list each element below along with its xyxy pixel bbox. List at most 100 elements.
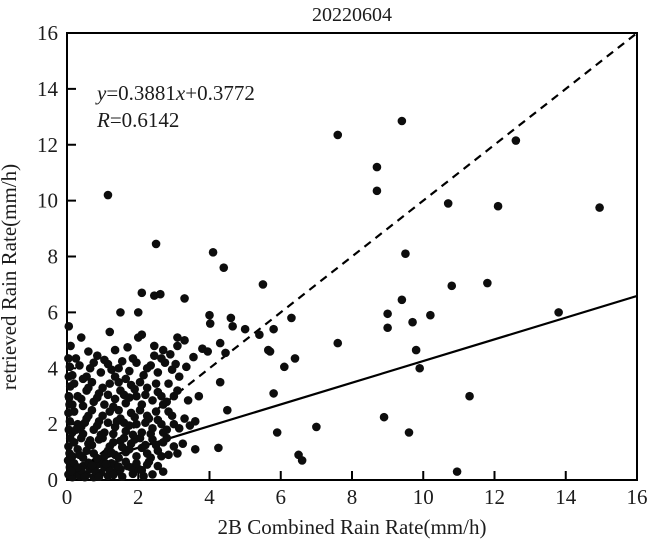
data-point <box>408 317 417 327</box>
data-point <box>372 186 382 196</box>
data-point <box>114 363 123 373</box>
data-point <box>109 402 118 412</box>
data-point <box>117 356 127 366</box>
data-point <box>372 162 382 172</box>
x-tick-label: 14 <box>555 485 577 509</box>
data-point <box>78 401 88 411</box>
one-to-one-line <box>66 32 638 481</box>
data-point <box>92 351 102 360</box>
data-point <box>85 363 95 373</box>
data-point <box>333 338 343 348</box>
chart-title: 20220604 <box>312 4 392 26</box>
data-point <box>146 453 156 462</box>
data-point <box>287 313 296 323</box>
data-point <box>255 330 264 340</box>
data-point <box>290 354 300 363</box>
data-point <box>110 394 120 404</box>
x-tick-label: 16 <box>627 485 648 509</box>
data-point <box>174 424 184 433</box>
data-point <box>185 421 195 430</box>
data-point <box>166 349 175 359</box>
data-point <box>182 362 191 372</box>
data-point <box>128 430 138 440</box>
data-point <box>171 359 180 369</box>
data-point <box>144 414 154 423</box>
data-point <box>100 400 109 409</box>
data-point <box>121 457 131 467</box>
data-point <box>132 451 141 461</box>
data-point <box>263 345 273 355</box>
x-tick-label: 8 <box>347 485 358 509</box>
data-point <box>493 201 503 211</box>
data-point <box>272 428 282 437</box>
data-point <box>98 383 107 393</box>
data-point <box>92 393 102 402</box>
data-point <box>483 278 492 288</box>
data-point <box>137 465 147 475</box>
y-tick-label: 2 <box>48 412 59 436</box>
data-point <box>87 461 97 470</box>
data-point <box>78 374 88 384</box>
data-point <box>130 384 139 394</box>
data-point <box>404 428 414 437</box>
data-point <box>137 288 147 298</box>
data-point <box>68 370 77 380</box>
data-point <box>107 365 116 374</box>
data-point <box>96 430 106 440</box>
data-point <box>379 412 389 422</box>
y-tick-label: 12 <box>37 133 58 157</box>
data-point <box>167 411 177 421</box>
data-point <box>82 386 91 395</box>
data-point <box>162 397 172 407</box>
data-point <box>223 405 232 415</box>
data-point <box>125 444 134 454</box>
data-point <box>151 407 161 416</box>
data-point <box>164 379 173 388</box>
y-tick-label: 8 <box>48 245 59 269</box>
data-point <box>64 354 73 363</box>
data-point <box>116 308 125 317</box>
data-point <box>205 319 215 328</box>
data-point <box>76 394 86 404</box>
data-point <box>109 437 118 447</box>
data-point <box>105 327 115 337</box>
data-point <box>465 391 474 401</box>
x-tick-label: 2 <box>133 485 144 509</box>
data-point <box>208 248 218 257</box>
x-tick-label: 12 <box>484 485 505 509</box>
data-point <box>142 383 152 393</box>
x-tick-label: 6 <box>276 485 287 509</box>
data-point <box>452 467 462 476</box>
data-point <box>383 309 392 319</box>
data-point <box>180 336 189 345</box>
data-point <box>132 419 141 429</box>
data-point <box>157 451 166 461</box>
data-point <box>174 372 184 381</box>
data-point <box>78 429 88 439</box>
data-point <box>215 377 225 387</box>
data-point <box>117 442 127 452</box>
data-point <box>96 368 106 377</box>
data-point <box>401 249 410 259</box>
x-tick-label: 4 <box>204 485 215 509</box>
data-point <box>415 363 424 373</box>
y-tick-label: 10 <box>37 189 58 213</box>
x-tick-label: 0 <box>62 485 73 509</box>
data-point <box>75 361 84 370</box>
data-point <box>64 393 74 402</box>
data-point <box>173 386 182 395</box>
data-point <box>123 342 132 352</box>
data-points <box>63 116 604 482</box>
data-point <box>280 362 289 372</box>
y-tick-label: 0 <box>48 468 59 492</box>
data-point <box>183 396 193 405</box>
data-point <box>190 444 200 454</box>
data-point <box>125 366 134 376</box>
data-point <box>214 443 223 453</box>
data-point <box>75 450 84 460</box>
data-point <box>151 239 161 249</box>
data-point <box>65 417 75 426</box>
data-point <box>157 391 166 401</box>
data-point <box>82 446 91 455</box>
